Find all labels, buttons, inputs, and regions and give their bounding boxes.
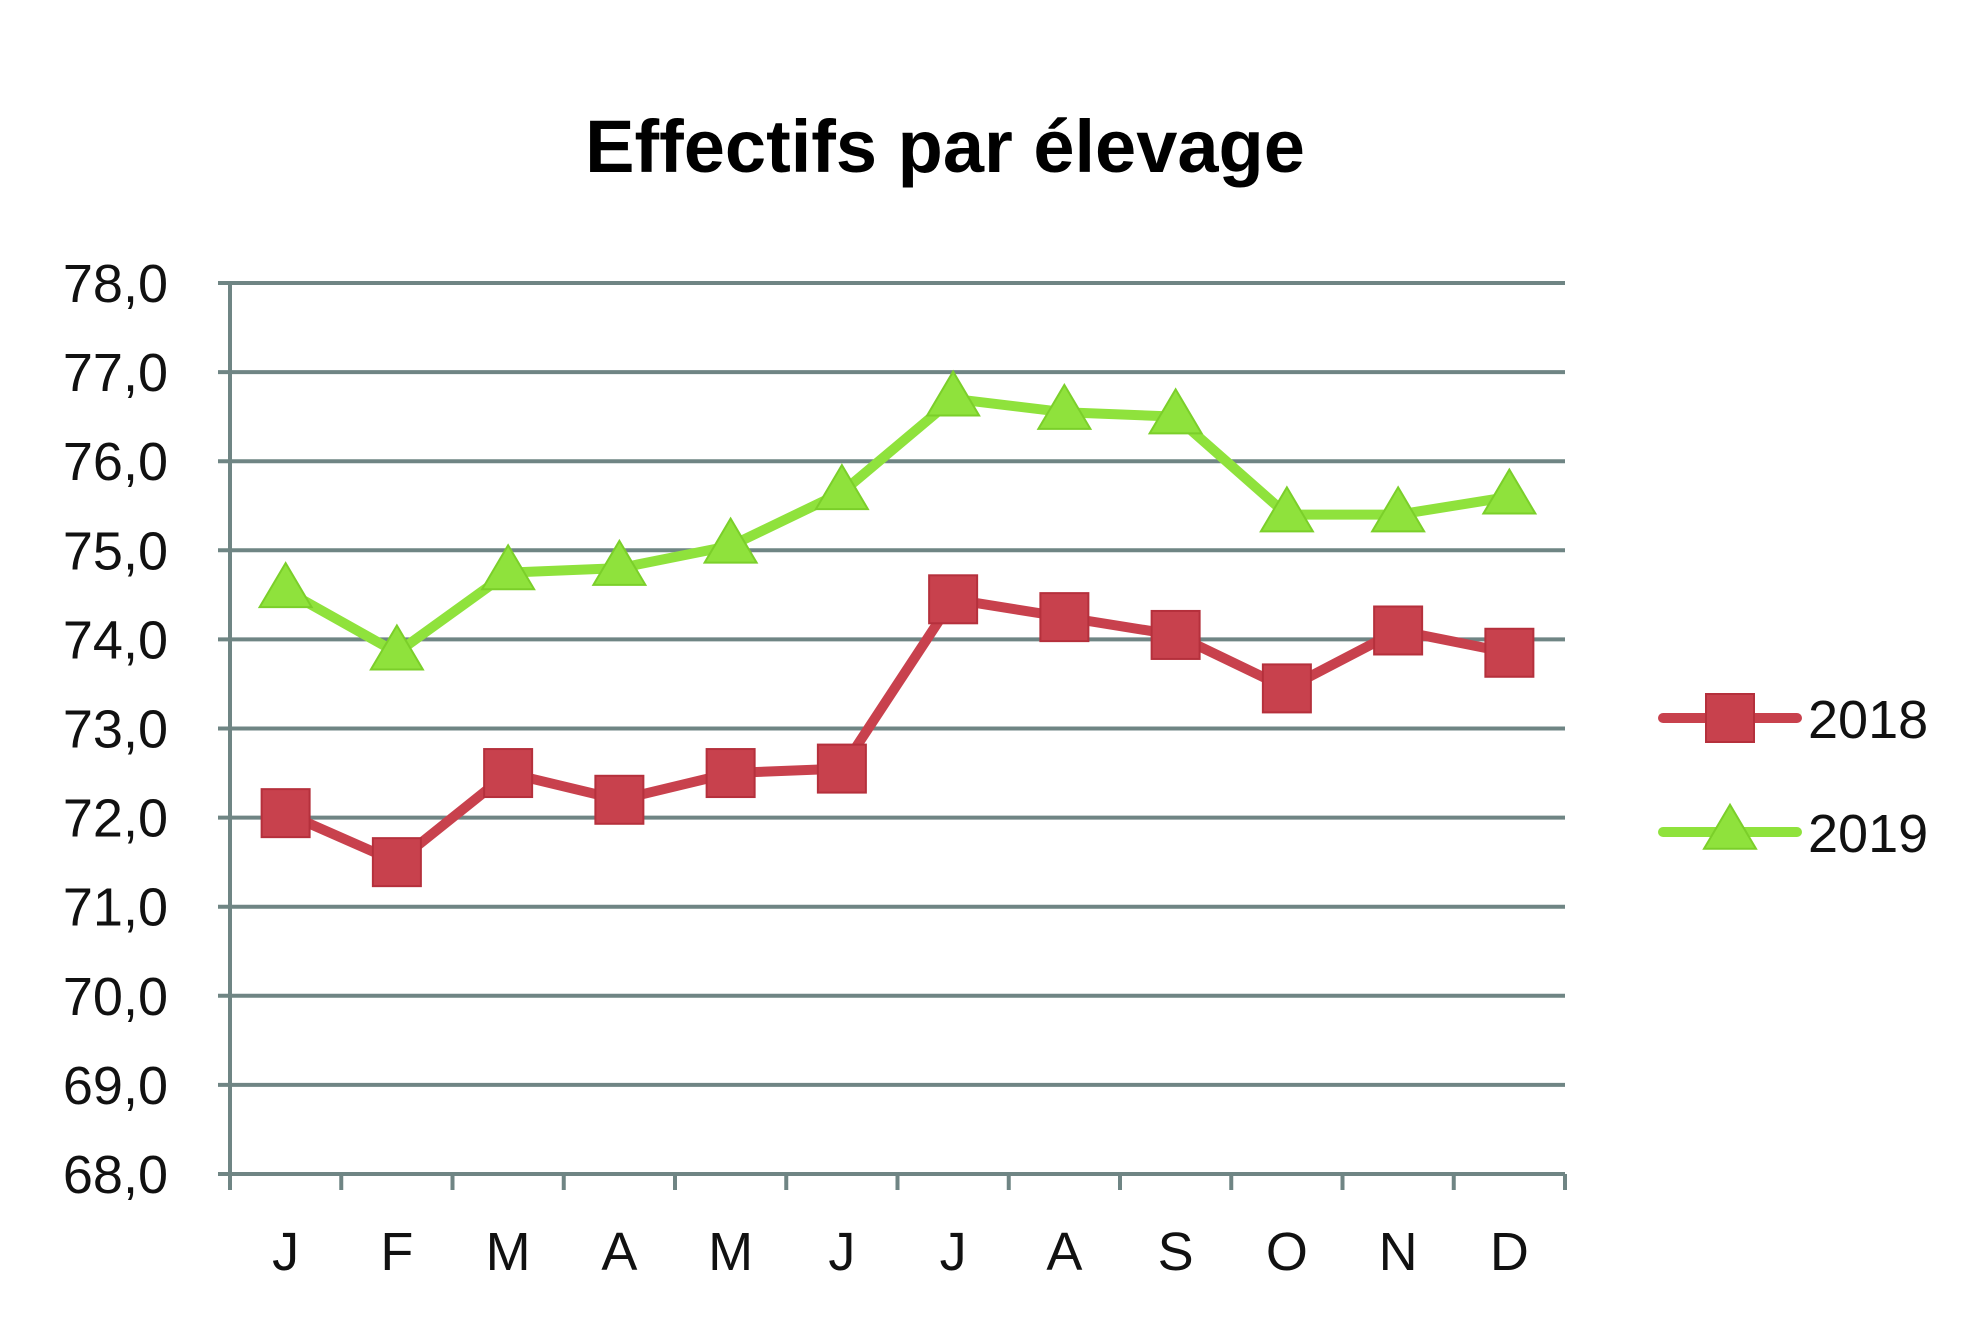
chart-title: Effectifs par élevage (585, 105, 1305, 188)
data-point-2018 (1373, 605, 1424, 656)
y-tick-label: 73,0 (63, 700, 168, 760)
data-point-2018 (594, 774, 645, 825)
data-point-2019 (1370, 485, 1426, 533)
data-point-2018 (1484, 627, 1535, 678)
y-tick-label: 72,0 (63, 789, 168, 849)
data-point-2019 (591, 538, 648, 586)
data-point-2018 (1150, 609, 1201, 660)
data-point-2019 (1036, 382, 1093, 430)
x-axis (228, 283, 1567, 1190)
data-point-2019 (257, 561, 314, 609)
data-point-2018 (260, 788, 311, 839)
data-point-2019 (1259, 485, 1315, 533)
x-tick-label: O (1266, 1222, 1308, 1282)
data-point-2018 (705, 748, 756, 799)
y-tick-label: 78,0 (63, 254, 168, 314)
y-tick-label: 75,0 (63, 521, 168, 581)
data-point-2019 (925, 369, 981, 417)
data-point-2019 (1147, 387, 1204, 435)
y-tick-label: 77,0 (63, 343, 168, 403)
y-tick-label: 70,0 (63, 967, 168, 1027)
x-tick-label: J (940, 1222, 967, 1282)
legend-label-2018: 2018 (1808, 690, 1928, 750)
x-tick-label: A (1046, 1222, 1082, 1282)
legend-marker-2019 (1702, 802, 1758, 850)
x-tick-label: J (828, 1222, 855, 1282)
y-tick-label: 74,0 (63, 610, 168, 670)
legend-marker-2018 (1705, 693, 1755, 743)
data-point-2019 (480, 543, 536, 591)
data-point-2019 (369, 623, 425, 671)
x-tick-label: D (1490, 1222, 1529, 1282)
data-point-2018 (483, 748, 534, 799)
data-point-2018 (1039, 592, 1090, 643)
legend: 2018 2019 (1658, 690, 1928, 864)
legend-label-2019: 2019 (1808, 804, 1928, 864)
x-tick-label: N (1379, 1222, 1418, 1282)
y-tick-label: 71,0 (63, 878, 168, 938)
x-tick-label: J (272, 1222, 299, 1282)
data-point-2018 (371, 837, 422, 888)
data-point-2019 (1481, 467, 1538, 515)
y-tick-label: 69,0 (63, 1056, 168, 1116)
x-tick-label: F (380, 1222, 413, 1282)
data-point-2019 (702, 516, 759, 564)
data-point-2018 (816, 743, 867, 794)
x-tick-label: M (708, 1222, 753, 1282)
y-tick-label: 68,0 (63, 1145, 168, 1205)
grid (218, 281, 1565, 1176)
data-point-2018 (928, 574, 979, 625)
data-point-2018 (1261, 663, 1312, 714)
y-tick-label: 76,0 (63, 432, 168, 492)
series-layer (257, 369, 1538, 888)
x-tick-label: M (486, 1222, 531, 1282)
x-tick-label: A (601, 1222, 637, 1282)
x-tick-label: S (1158, 1222, 1194, 1282)
data-point-2019 (814, 463, 870, 511)
y-axis-ticks: 68,0 69,0 70,0 71,0 72,0 73,0 74,0 75,0 76,0 77,0… (63, 254, 168, 1205)
series-line-2019 (283, 393, 1511, 658)
